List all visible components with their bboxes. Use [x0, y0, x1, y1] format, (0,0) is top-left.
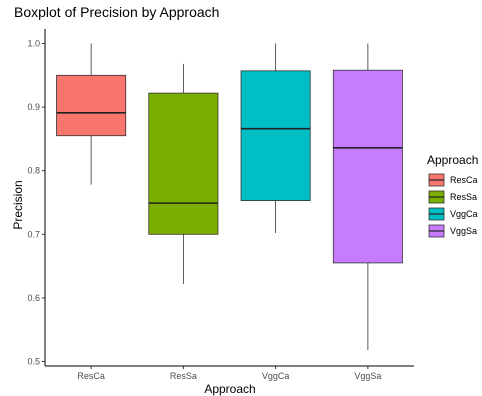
legend-title: Approach	[427, 153, 478, 167]
y-tick-label: 1.0	[27, 39, 40, 49]
legend-item-VggSa: VggSa	[428, 224, 477, 238]
chart-title: Boxplot of Precision by Approach	[14, 4, 219, 20]
legend-label: VggSa	[450, 226, 477, 236]
y-tick-label: 0.9	[27, 102, 40, 112]
plot-area: 0.5 0.6 0.7 0.8 0.9 1.0 ResCa ResSa VggCa VggSa	[27, 29, 414, 381]
legend: Approach ResCa ResSa VggCa VggSa	[427, 153, 478, 238]
box-VggSa	[332, 43, 403, 351]
box-ResCa	[56, 43, 127, 185]
legend-label: ResSa	[450, 192, 477, 202]
legend-label: VggCa	[450, 209, 478, 219]
box-VggCa	[240, 43, 311, 234]
legend-item-ResCa: ResCa	[428, 173, 478, 187]
x-tick-label: VggSa	[354, 371, 381, 381]
y-tick-label: 0.8	[27, 166, 40, 176]
y-tick-label: 0.6	[27, 293, 40, 303]
y-axis-title: Precision	[11, 180, 25, 229]
x-tick-label: ResSa	[170, 371, 197, 381]
x-axis-title: Approach	[204, 382, 255, 396]
box-rect	[56, 74, 127, 137]
box-rect	[148, 92, 219, 235]
legend-item-VggCa: VggCa	[428, 207, 478, 221]
x-tick-label: VggCa	[262, 371, 290, 381]
y-tick-label: 0.7	[27, 229, 40, 239]
legend-label: ResCa	[450, 175, 478, 185]
box-rect	[240, 70, 311, 201]
x-tick-label: ResCa	[77, 371, 105, 381]
box-ResSa	[148, 63, 219, 284]
legend-item-ResSa: ResSa	[428, 190, 477, 204]
box-rect	[332, 69, 403, 264]
y-tick-label: 0.5	[27, 357, 40, 367]
